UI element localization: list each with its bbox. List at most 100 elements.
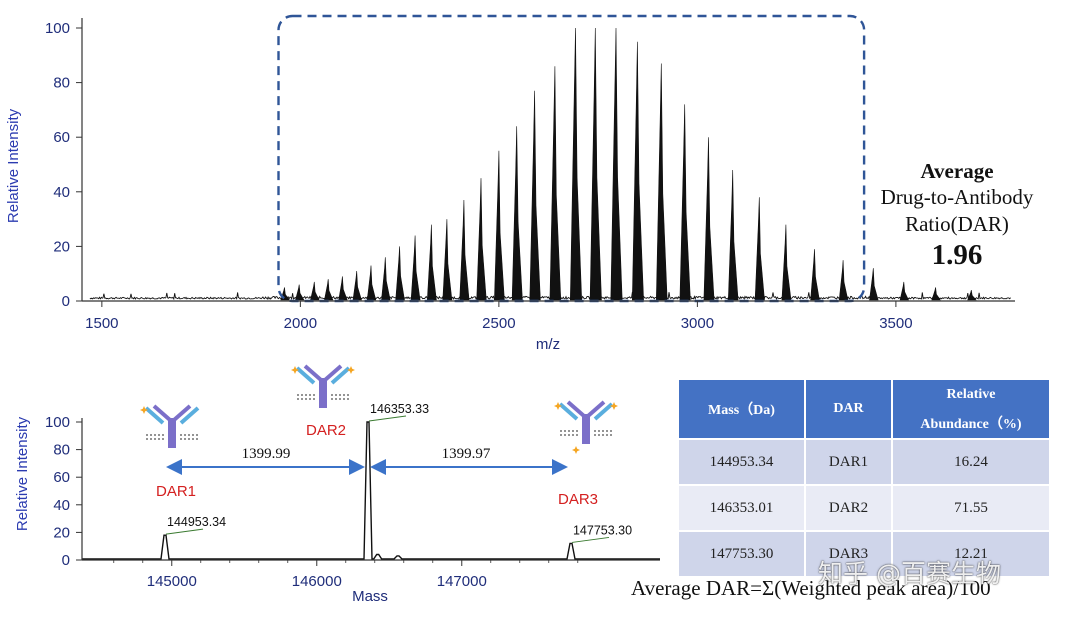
x-tick-label: 2500 [482,315,515,332]
spectrum-peak [631,41,644,301]
y-tick-label: 0 [62,293,70,310]
antibody-icon-dar1 [140,404,200,448]
bottom-y-axis-label: Relative Intensity [14,416,31,531]
top-peaks [280,27,977,301]
y-tick-label: 80 [53,75,70,92]
bottom-ms-chart: 145000 146000 147000 0 20 40 60 80 100 Mass Rel… [14,364,660,605]
header-abundance-line-1: Relative [946,387,996,402]
table-row: 147753.30 DAR3 12.21 [677,530,1051,578]
average-subtitle-line-2: Ratio(DAR) [905,212,1009,236]
spectrum-peak [967,290,977,301]
peak-label: 144953.34 [167,515,226,529]
y-tick-label: 100 [45,414,70,431]
peak-label-leader [165,528,204,535]
header-dar: DAR [804,378,893,440]
header-mass: Mass（Da) [677,378,806,440]
y-tick-label: 0 [62,552,70,569]
spectrum-peak [679,104,691,301]
spectrum-peak [295,284,305,301]
spectrum-peak [459,199,470,301]
spectrum-peak [899,281,909,301]
x-tick-label: 2000 [284,315,317,332]
spectrum-peak [280,287,290,301]
cell-abundance: 12.21 [891,530,1051,578]
spectrum-peak [381,257,391,301]
y-tick-label: 20 [53,238,70,255]
top-y-axis-label: Relative Intensity [5,108,22,223]
antibody-icon-dar3 [554,400,618,454]
spectrum-peak [324,279,334,301]
cell-mass: 147753.30 [677,530,806,578]
top-x-ticks: 1500 2000 2500 3000 3500 [85,301,913,332]
average-title: Average [920,159,994,183]
top-x-axis-label: m/z [536,336,560,353]
top-y-ticks: 0 20 40 60 80 100 [45,20,82,310]
x-tick-label: 145000 [147,573,197,590]
header-abundance-line-2: Abundance（%) [920,417,1022,432]
spectrum-peak [869,268,879,301]
spectrum-peak [338,276,348,301]
spectrum-peak [781,224,792,301]
highlight-box [277,14,866,303]
average-dar-formula: Average DAR=Σ(Weighted peak area)/100 [631,576,991,600]
spectrum-peak [810,249,820,301]
mass-diff-label-1: 1399.99 [242,446,291,462]
cell-dar: DAR2 [804,484,893,532]
bottom-peak-labels: 144953.34 146353.33 147753.30 [165,402,632,543]
spectrum-peak [610,27,623,301]
spectrum-peak [442,219,453,301]
x-tick-label: 147000 [437,573,487,590]
spectrum-peak [395,246,405,301]
spectrum-peak [931,287,941,301]
spectrum-peak [426,224,437,301]
watermark: 知乎 @百赛生物 [818,559,1001,588]
cell-mass: 144953.34 [677,438,806,486]
y-tick-label: 20 [53,524,70,541]
spectrum-peak [754,197,765,301]
spectrum-peak [366,265,377,301]
table-row: 144953.34 DAR1 16.24 [677,438,1051,486]
y-tick-label: 60 [53,469,70,486]
peak-label-leader [368,415,407,422]
spectrum-peak [838,260,849,301]
dar3-label: DAR3 [558,491,598,508]
spectrum-peak [655,63,668,301]
x-tick-label: 3000 [681,315,714,332]
spectrum-peak [549,66,562,301]
bottom-x-ticks: 145000 146000 147000 [113,560,579,590]
y-tick-label: 80 [53,442,70,459]
bottom-y-ticks: 0 20 40 60 80 100 [45,414,82,569]
y-tick-label: 60 [53,129,70,146]
average-dar-annotation: Average Drug-to-Antibody Ratio(DAR) 1.96 [852,158,1062,272]
spectrum-peak [476,178,487,301]
spectrum-peak [569,27,583,301]
spectrum-peak [310,281,320,301]
x-tick-label: 146000 [292,573,342,590]
dar2-label: DAR2 [306,422,346,439]
average-dar-value: 1.96 [931,239,983,271]
mass-diff-label-2: 1399.97 [442,446,491,462]
spectrum-peak [511,126,523,301]
spectrum-peak [410,235,421,301]
y-tick-label: 100 [45,20,70,37]
peak-label: 147753.30 [573,523,632,537]
table-row: 146353.01 DAR2 71.55 [677,484,1051,532]
cell-abundance: 71.55 [891,484,1051,532]
spectrum-peak [589,27,602,301]
cell-mass: 146353.01 [677,484,806,532]
peak-label-leader [571,536,610,543]
cell-dar: DAR1 [804,438,893,486]
cell-abundance: 16.24 [891,438,1051,486]
x-tick-label: 1500 [85,315,118,332]
y-tick-label: 40 [53,497,70,514]
average-subtitle-line-1: Drug-to-Antibody [880,185,1034,209]
spectrum-peak [494,150,505,301]
peak-label: 146353.33 [370,402,429,416]
bottom-x-axis-label: Mass [352,588,388,605]
x-tick-label: 3500 [879,315,912,332]
dar-table: Mass（Da) DAR Relative Abundance（%) 14495… [677,378,1051,578]
spectrum-peak [529,90,541,301]
header-abundance: Relative Abundance（%) [891,378,1051,440]
